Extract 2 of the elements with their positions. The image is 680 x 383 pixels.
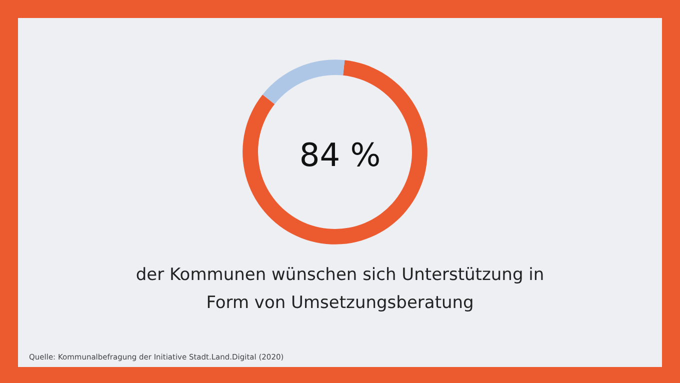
text: der Kommunen wünschen sich Unterstützung in Form von Umsetzungsberatung bbox=[136, 265, 544, 313]
text: 84 % bbox=[299, 136, 381, 174]
